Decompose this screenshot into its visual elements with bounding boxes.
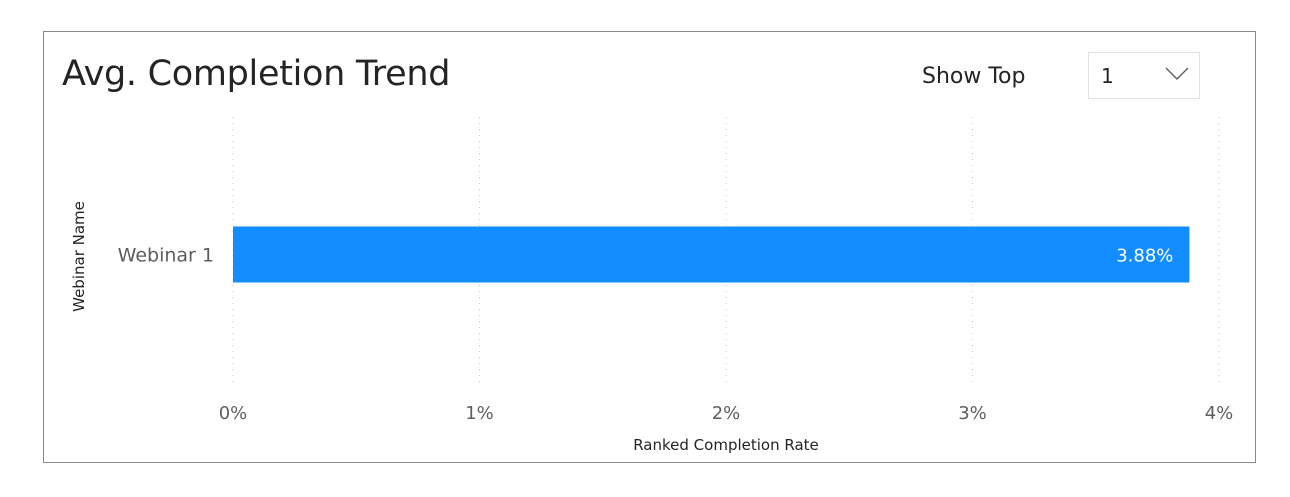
show-top-label: Show Top (922, 64, 1026, 89)
bars (233, 226, 1190, 283)
labels: 0% 1% 2% 3% 4% 3.88% Webinar 1 Ranked Completio… (70, 201, 1233, 454)
bar-chart: 0% 1% 2% 3% 4% 3.88% Webinar 1 Ranked Completio… (70, 117, 1233, 454)
x-tick-label: 3% (958, 403, 987, 424)
chevron-down-icon[interactable] (1165, 67, 1189, 81)
chart-title: Avg. Completion Trend (62, 54, 451, 94)
show-top-selected-value: 1 (1101, 64, 1114, 88)
bar-data-label: 3.88% (1116, 246, 1173, 267)
x-tick-label: 2% (712, 403, 741, 424)
show-top-dropdown[interactable]: 1 (1088, 52, 1200, 99)
y-axis-title: Webinar Name (70, 201, 88, 312)
x-axis-title: Ranked Completion Rate (633, 436, 819, 454)
x-tick-label: 1% (465, 403, 494, 424)
bar-0[interactable] (233, 226, 1190, 283)
x-tick-label: 4% (1205, 403, 1234, 424)
x-tick-label: 0% (219, 403, 248, 424)
y-category-label: Webinar 1 (118, 245, 214, 267)
gridlines (232, 117, 1220, 384)
chart-card: Avg. Completion Trend Show Top 1 0% 1% 2% 3… (43, 31, 1256, 463)
